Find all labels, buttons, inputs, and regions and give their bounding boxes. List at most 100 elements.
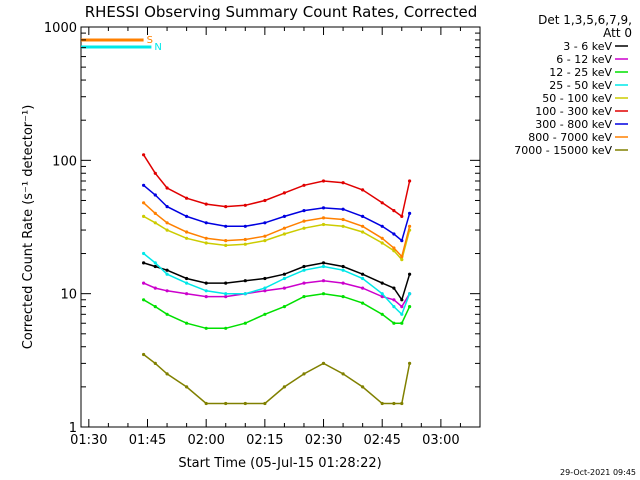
series-point xyxy=(263,198,267,203)
series-point xyxy=(282,272,286,276)
series-point xyxy=(408,272,412,276)
series-point xyxy=(302,219,306,223)
series-point xyxy=(153,171,157,175)
series-point xyxy=(243,292,247,296)
series-point xyxy=(341,224,345,228)
series-point xyxy=(243,321,247,325)
flag-label-s: S xyxy=(147,35,153,46)
legend-label: 25 - 50 keV xyxy=(549,79,612,92)
y-tick-label: 10 xyxy=(60,288,77,303)
series-point xyxy=(224,239,228,243)
x-tick-label: 02:00 xyxy=(187,433,224,448)
series-point xyxy=(165,268,169,272)
series-point xyxy=(361,286,365,290)
series-point xyxy=(224,401,228,406)
series-point xyxy=(392,305,396,309)
series-point xyxy=(361,301,365,305)
series-point xyxy=(165,312,169,316)
series-point xyxy=(243,279,247,283)
series-line-2 xyxy=(143,292,411,330)
series-point xyxy=(321,216,326,220)
series-point xyxy=(341,295,345,299)
series-point xyxy=(224,243,228,247)
series-point xyxy=(263,286,267,290)
x-tick-label: 03:00 xyxy=(422,433,459,448)
series-point xyxy=(392,246,396,250)
series-point xyxy=(400,254,404,259)
series-point xyxy=(282,232,286,236)
series-point xyxy=(400,321,404,325)
series-line-6 xyxy=(143,184,411,242)
series-point xyxy=(302,372,306,376)
legend-label: 100 - 300 keV xyxy=(535,105,612,118)
series-point xyxy=(341,181,345,185)
x-tick-label: 02:30 xyxy=(305,433,342,448)
series-point xyxy=(341,268,345,272)
flag-label-n: N xyxy=(154,42,161,53)
series-point xyxy=(361,272,365,276)
series-point xyxy=(185,385,189,389)
x-tick-label: 01:45 xyxy=(129,433,166,448)
legend-label: 800 - 7000 keV xyxy=(528,131,612,144)
series-point xyxy=(224,326,228,330)
series-point xyxy=(165,289,169,293)
series-point xyxy=(400,298,404,302)
series-point xyxy=(392,298,396,302)
y-tick-label: 1 xyxy=(69,421,77,436)
series-point xyxy=(153,261,157,265)
series-point xyxy=(380,236,384,240)
series-point xyxy=(380,201,384,205)
series-point xyxy=(142,214,146,218)
series-point xyxy=(263,239,267,243)
legend-label: 7000 - 15000 keV xyxy=(514,144,612,157)
series-point xyxy=(302,268,306,272)
series-point xyxy=(204,326,208,330)
series-point xyxy=(263,234,267,238)
legend-label: 50 - 100 keV xyxy=(542,92,612,105)
series-line-7 xyxy=(143,202,411,259)
series-point xyxy=(142,153,146,157)
series-point xyxy=(361,385,365,389)
chart-title: RHESSI Observing Summary Count Rates, Co… xyxy=(85,3,478,21)
series-point xyxy=(380,292,384,296)
series-point xyxy=(321,279,326,283)
series-point xyxy=(282,226,286,230)
series-point xyxy=(392,401,396,406)
series-point xyxy=(361,188,365,192)
series-point xyxy=(380,281,384,285)
series-point xyxy=(321,206,326,210)
series-point xyxy=(400,401,404,406)
series-point xyxy=(263,401,267,406)
series-point xyxy=(165,372,169,376)
series-point xyxy=(204,221,208,225)
series-point xyxy=(321,179,326,183)
series-point xyxy=(408,211,412,215)
series-point xyxy=(380,401,384,406)
series-point xyxy=(243,401,247,406)
series-point xyxy=(204,236,208,240)
series-point xyxy=(361,224,365,228)
series-point xyxy=(408,292,412,296)
series-point xyxy=(321,261,326,265)
series-point xyxy=(400,305,404,309)
series-point xyxy=(400,312,404,316)
series-point xyxy=(361,214,365,218)
x-axis-label: Start Time (05-Jul-15 01:28:22) xyxy=(178,456,381,471)
series-point xyxy=(302,264,306,269)
legend-subtitle: Att 0 xyxy=(603,26,632,40)
x-tick-label: 01:30 xyxy=(70,433,107,448)
series-point xyxy=(185,214,189,218)
x-tick-label: 02:15 xyxy=(246,433,283,448)
series-line-4 xyxy=(143,215,411,262)
series-point xyxy=(185,196,189,200)
series-point xyxy=(243,203,247,207)
series-point xyxy=(408,305,412,309)
series-line-8 xyxy=(143,353,411,405)
legend-label: 3 - 6 keV xyxy=(563,40,612,53)
series-point xyxy=(263,289,267,293)
series-point xyxy=(243,237,247,242)
series-point xyxy=(204,401,208,406)
series-point xyxy=(361,276,365,281)
series-point xyxy=(165,272,169,276)
series-line-5 xyxy=(142,154,411,218)
